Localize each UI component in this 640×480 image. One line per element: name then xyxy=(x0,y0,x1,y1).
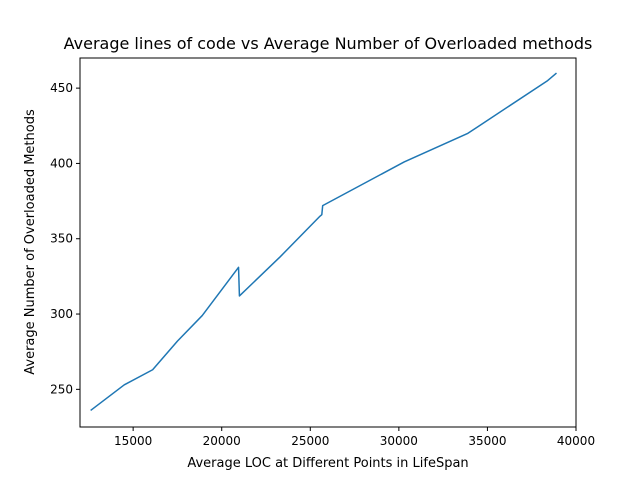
y-axis: 250 300 350 400 450 xyxy=(50,81,80,396)
y-tick-label: 350 xyxy=(50,232,73,246)
x-tick-label: 35000 xyxy=(468,434,506,448)
y-tick-label: 450 xyxy=(50,81,73,95)
chart-title: Average lines of code vs Average Number … xyxy=(64,34,593,53)
x-tick-label: 25000 xyxy=(291,434,329,448)
x-tick-label: 40000 xyxy=(557,434,595,448)
plot-frame xyxy=(79,57,577,428)
series-line-0 xyxy=(90,72,557,412)
x-axis: 15000 20000 25000 30000 35000 40000 xyxy=(114,427,595,448)
y-tick-label: 300 xyxy=(50,307,73,321)
x-axis-label: Average LOC at Different Points in LifeS… xyxy=(187,456,468,471)
x-tick-label: 20000 xyxy=(203,434,241,448)
x-tick-label: 15000 xyxy=(114,434,152,448)
y-axis-label: Average Number of Overloaded Methods xyxy=(23,109,38,375)
y-tick-label: 250 xyxy=(50,382,73,396)
y-tick-label: 400 xyxy=(50,156,73,170)
x-tick-label: 30000 xyxy=(380,434,418,448)
plot-area xyxy=(90,72,557,412)
